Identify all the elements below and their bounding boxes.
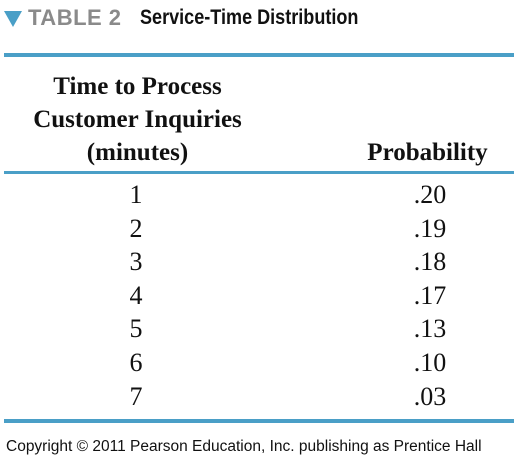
table-row: 7 .03	[0, 380, 517, 414]
probability-cell: .19	[413, 213, 447, 243]
time-cell: 5	[129, 314, 143, 344]
time-cell: 6	[129, 347, 143, 377]
time-cell: 1	[129, 180, 143, 209]
table-row: 3 .18	[0, 245, 517, 279]
time-cell: 4	[129, 280, 143, 310]
top-rule	[4, 53, 514, 57]
copyright-notice: Copyright © 2011 Pearson Education, Inc.…	[6, 438, 482, 455]
table-row: 2 .19	[0, 212, 517, 246]
table-row: 5 .13	[0, 312, 517, 346]
time-cell: 3	[129, 247, 143, 277]
header-time-line: (minutes)	[86, 139, 189, 166]
probability-cell: .03	[413, 381, 447, 411]
probability-cell: .13	[413, 314, 447, 344]
table-caption: TABLE 2 Service-Time Distribution	[4, 4, 394, 32]
probability-cell: .10	[413, 347, 447, 377]
probability-cell: .17	[413, 280, 447, 310]
header-time-line: Time to Process	[53, 73, 222, 100]
column-header-probability: Probability	[367, 139, 488, 166]
probability-cell: .20	[413, 180, 447, 209]
table-row: 6 .10	[0, 346, 517, 380]
bottom-rule	[4, 419, 514, 423]
triangle-down-icon	[4, 11, 22, 27]
table-row: 1 .20	[0, 178, 517, 212]
table-body: 1 .20 2 .19 3 .18 4 .17 5 .13 6 .10 7 .0…	[0, 178, 517, 413]
table-number: TABLE 2	[28, 5, 122, 30]
header-time-line: Customer Inquiries	[33, 106, 242, 133]
table-title: Service-Time Distribution	[139, 6, 359, 29]
probability-cell: .18	[413, 247, 447, 277]
time-cell: 2	[129, 213, 143, 243]
time-cell: 7	[129, 381, 143, 411]
table-row: 4 .17	[0, 279, 517, 313]
column-header-time: Time to Process Customer Inquiries (minu…	[0, 70, 275, 169]
header-rule	[4, 171, 514, 174]
